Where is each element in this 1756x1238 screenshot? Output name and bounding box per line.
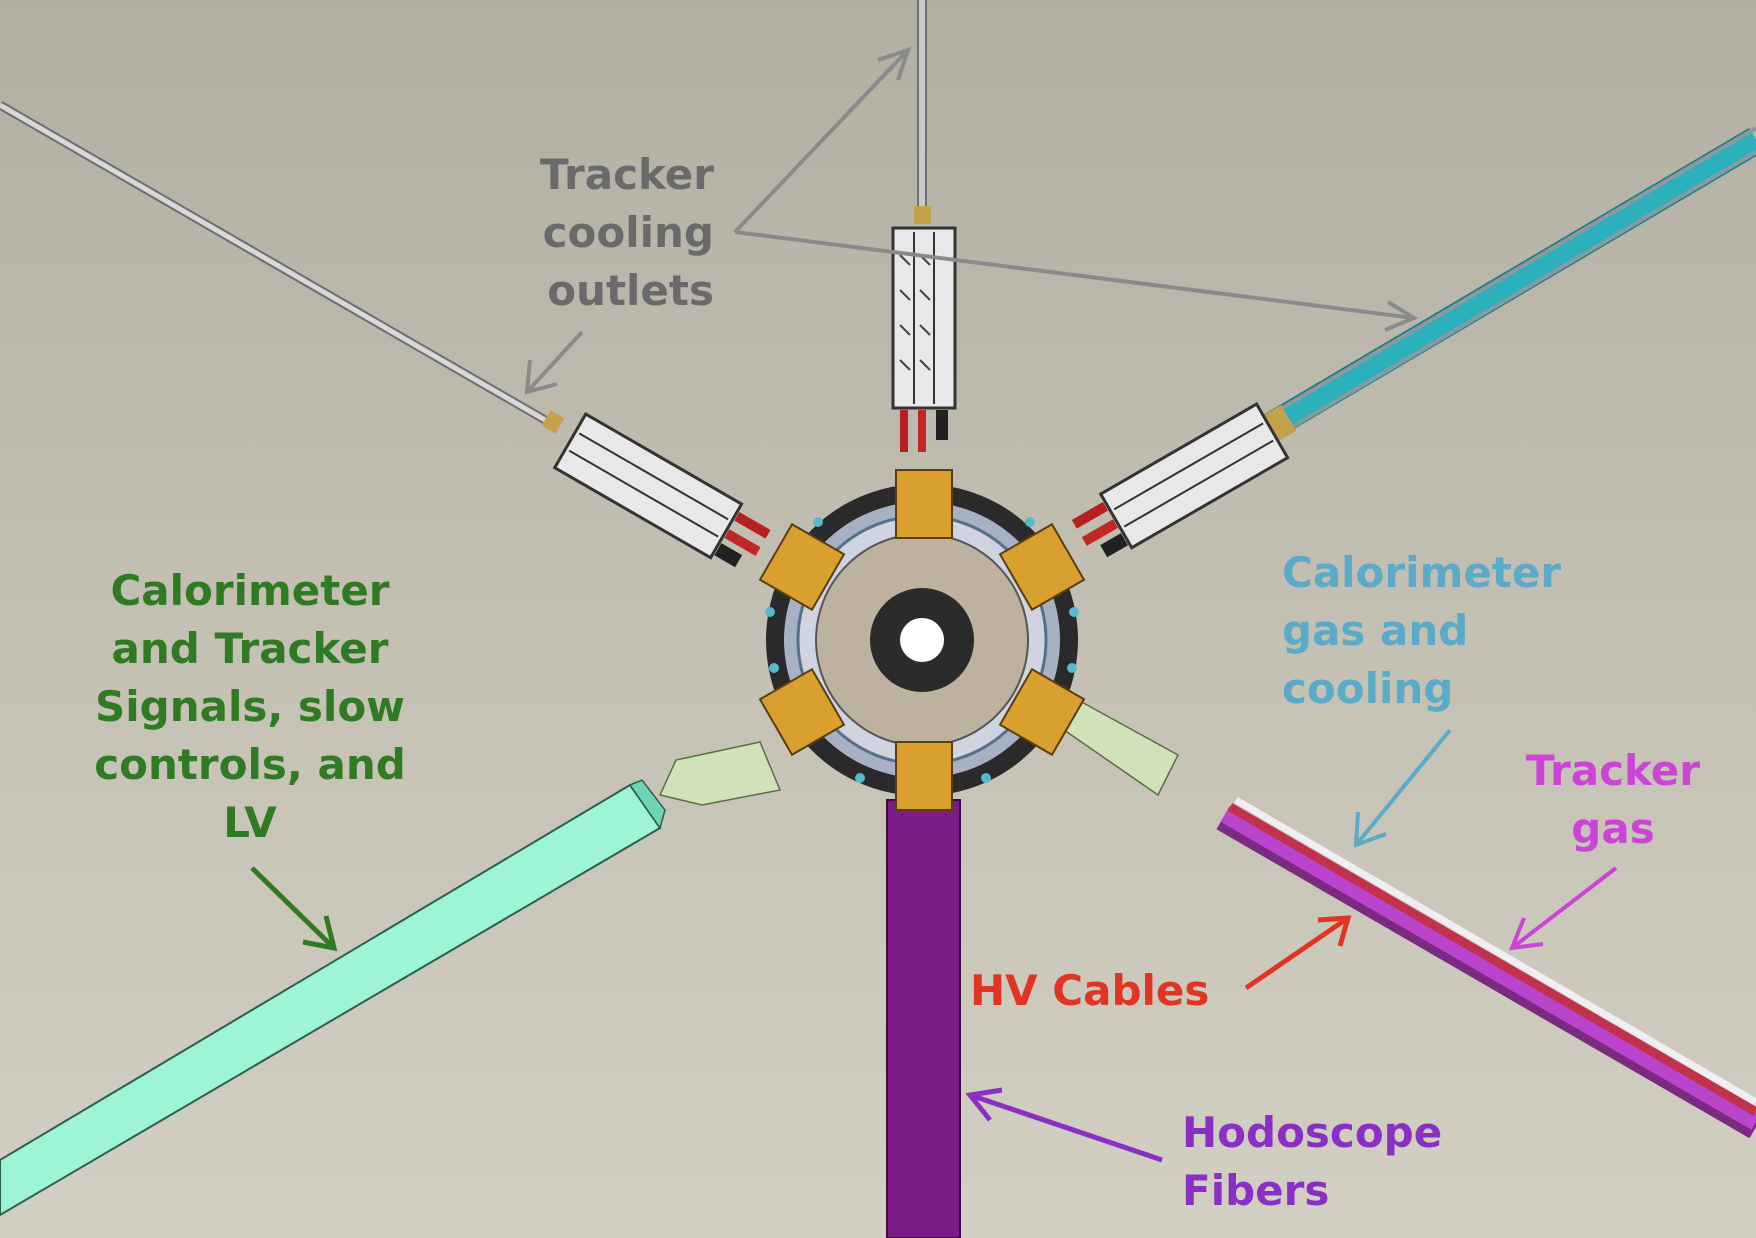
electronics-crate-upper-right (1071, 401, 1290, 558)
label-line: Hodoscope (1182, 1108, 1443, 1157)
arrow-hodoscope-fibers (965, 1087, 1163, 1163)
label-line: Signals, slow (95, 682, 405, 731)
label-hv-cables: HV Cables (970, 962, 1209, 1020)
label-line: Tracker (540, 150, 714, 199)
arrow-tracker-cooling-top (733, 46, 912, 234)
label-line: and Tracker (111, 624, 389, 673)
label-tracker-cooling-outlets: Tracker cooling outlets (500, 146, 714, 320)
signal-cable-bundle (0, 741, 782, 1217)
label-line: controls, and (94, 740, 406, 789)
label-line: cooling (1282, 664, 1454, 713)
label-tracker-gas: Tracker gas (1504, 742, 1722, 858)
label-line: HV Cables (970, 966, 1210, 1015)
label-line: LV (223, 798, 277, 847)
label-calorimeter-tracker-signals: Calorimeter and Tracker Signals, slow co… (78, 562, 422, 852)
label-hodoscope-fibers: Hodoscope Fibers (1182, 1104, 1442, 1220)
label-line: Tracker (1526, 746, 1700, 795)
label-line: Calorimeter (1282, 548, 1562, 597)
label-calorimeter-gas-cooling: Calorimeter gas and cooling (1282, 544, 1602, 718)
electronics-crate-upper-left (552, 411, 771, 568)
calorimeter-gas-cooling-bundle (1257, 126, 1756, 443)
arrow-calorimeter-gas-cooling (1353, 728, 1452, 848)
central-detector (765, 484, 1079, 796)
label-line: gas (1571, 804, 1655, 853)
label-line: cooling (542, 208, 714, 257)
tracker-gas-hv-bundle (1216, 796, 1756, 1139)
arrow-tracker-cooling-right (734, 230, 1419, 332)
arrow-tracker-cooling-left (524, 330, 584, 395)
label-line: gas and (1282, 606, 1469, 655)
arrow-hv-cables (1244, 915, 1352, 991)
hodoscope-fiber-bundle (886, 799, 961, 1238)
label-line: outlets (547, 266, 714, 315)
gold-brackets (758, 469, 1086, 811)
tracker-cooling-pipe-top (914, 0, 931, 224)
label-line: Fibers (1182, 1166, 1330, 1215)
arrow-calorimeter-tracker-signals (250, 866, 338, 952)
arrow-tracker-gas (1508, 866, 1618, 951)
label-line: Calorimeter (110, 566, 390, 615)
tracker-cooling-pipe-upper-left (0, 101, 565, 434)
electronics-crate-top (891, 226, 957, 452)
